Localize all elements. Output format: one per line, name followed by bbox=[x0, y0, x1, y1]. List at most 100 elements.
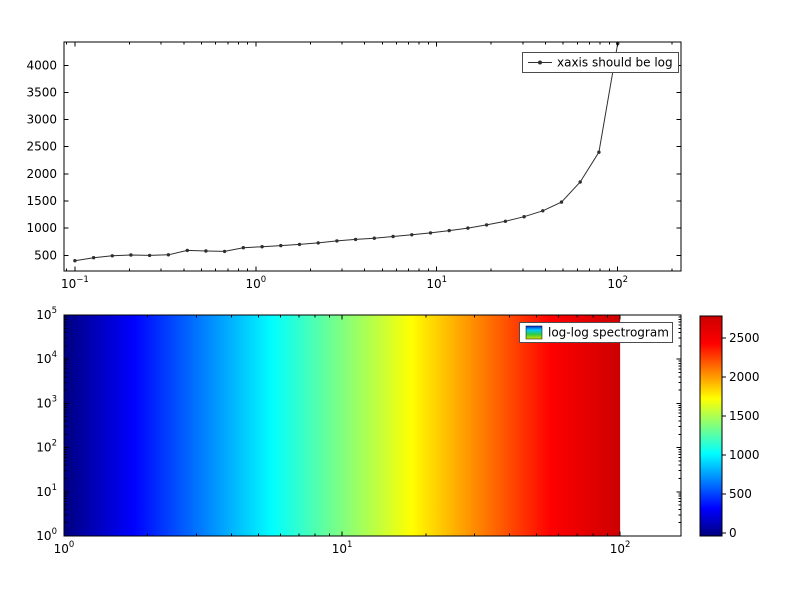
data-point-marker bbox=[335, 239, 339, 243]
data-point-marker bbox=[147, 253, 152, 258]
tick-exponent: 10 bbox=[607, 277, 622, 291]
data-point-marker bbox=[279, 243, 283, 248]
y-tick-label: 3000 bbox=[26, 113, 57, 127]
data-point-marker bbox=[391, 234, 395, 239]
legend-label: xaxis should be log bbox=[557, 56, 673, 70]
data-point-marker bbox=[372, 236, 376, 240]
tick-exponent: 10 bbox=[36, 529, 51, 543]
tick-exponent: −1 bbox=[76, 275, 89, 285]
colorbar: 0 500 1000 1500 2000 2500 bbox=[699, 315, 760, 540]
y-tick-label: 2000 bbox=[26, 167, 57, 181]
data-point-marker bbox=[297, 242, 302, 247]
tick-exponent: 10 bbox=[36, 352, 51, 366]
data-point-marker bbox=[447, 228, 451, 233]
data-point-marker bbox=[241, 246, 245, 250]
legend-label: log-log spectrogram bbox=[548, 326, 669, 340]
y-tick-label: 103 bbox=[36, 394, 57, 410]
colorbar-frame bbox=[699, 315, 723, 537]
data-point-marker bbox=[110, 254, 115, 258]
x-tick-label: 100 bbox=[54, 540, 75, 556]
tick-exponent: 2 bbox=[52, 439, 57, 449]
x-tick-label: 102 bbox=[607, 275, 628, 291]
data-point-marker bbox=[129, 253, 133, 257]
tick-exponent: 10 bbox=[36, 485, 51, 499]
tick-exponent: 10 bbox=[36, 441, 51, 455]
tick-exponent: 10 bbox=[61, 277, 76, 291]
top-plot-background bbox=[64, 42, 681, 271]
y-tick-label: 100 bbox=[36, 527, 57, 543]
y-tick-label: 105 bbox=[36, 306, 57, 322]
tick-exponent: 10 bbox=[36, 396, 51, 410]
x-tick-label: 102 bbox=[610, 540, 631, 556]
data-point-marker bbox=[559, 200, 564, 204]
data-point-marker bbox=[91, 256, 96, 260]
data-point-marker bbox=[522, 215, 526, 219]
x-tick-label: 10−1 bbox=[61, 275, 89, 291]
tick-exponent: 4 bbox=[52, 350, 57, 360]
data-point-marker bbox=[260, 245, 264, 249]
tick-exponent: 10 bbox=[426, 277, 441, 291]
data-point-marker bbox=[73, 259, 77, 263]
legend-marker-sample bbox=[538, 60, 542, 65]
data-point-marker bbox=[353, 237, 358, 242]
legend-box bbox=[522, 52, 679, 73]
tick-exponent: 2 bbox=[625, 540, 630, 550]
tick-exponent: 1 bbox=[442, 275, 447, 285]
data-point-marker bbox=[597, 150, 601, 154]
top-legend: xaxis should be log bbox=[522, 52, 679, 73]
tick-exponent: 0 bbox=[52, 527, 57, 537]
colorbar-tick-label: 1500 bbox=[729, 409, 760, 423]
tick-exponent: 3 bbox=[52, 394, 57, 404]
y-tick-label: 500 bbox=[34, 248, 57, 262]
y-tick-label: 102 bbox=[36, 439, 57, 455]
spectrogram-mesh bbox=[64, 315, 621, 536]
tick-exponent: 0 bbox=[69, 540, 74, 550]
tick-exponent: 5 bbox=[52, 306, 57, 316]
data-point-marker bbox=[578, 180, 582, 184]
colorbar-tick-label: 2000 bbox=[729, 370, 760, 384]
y-tick-label: 2500 bbox=[26, 140, 57, 154]
tick-exponent: 10 bbox=[245, 277, 260, 291]
data-point-marker bbox=[166, 253, 171, 257]
y-tick-label: 1500 bbox=[26, 194, 57, 208]
bottom-axes-frame bbox=[63, 314, 682, 537]
tick-exponent: 2 bbox=[623, 275, 628, 285]
data-point-marker bbox=[204, 249, 208, 253]
x-tick-label: 100 bbox=[245, 275, 266, 291]
x-tick-label: 101 bbox=[426, 275, 447, 291]
line-series bbox=[74, 43, 619, 262]
bottom-legend: log-log spectrogram bbox=[519, 322, 673, 343]
colormap-patch-icon bbox=[525, 325, 543, 340]
x-tick-label: 101 bbox=[332, 540, 353, 556]
data-point-marker bbox=[410, 233, 414, 237]
tick-exponent: 10 bbox=[332, 542, 347, 556]
y-tick-label: 104 bbox=[36, 350, 57, 366]
data-point-marker bbox=[428, 231, 433, 235]
tick-exponent: 10 bbox=[36, 308, 51, 322]
y-tick-label: 101 bbox=[36, 483, 57, 499]
colorbar-gradient bbox=[700, 316, 722, 536]
tick-exponent: 10 bbox=[610, 542, 625, 556]
data-point-marker bbox=[541, 209, 545, 213]
data-point-marker bbox=[222, 249, 227, 254]
colorbar-tick-label: 1000 bbox=[729, 448, 760, 462]
data-point-marker bbox=[503, 219, 508, 223]
colorbar-tick-label: 500 bbox=[729, 487, 752, 501]
top-plot: 10−1 100 101 102500100015002000250030003500… bbox=[26, 41, 682, 291]
data-point-marker bbox=[484, 223, 489, 227]
y-tick-label: 1000 bbox=[26, 221, 57, 235]
colorbar-tick-label: 2500 bbox=[729, 331, 760, 345]
top-axes-frame bbox=[63, 41, 682, 272]
tick-exponent: 1 bbox=[347, 540, 352, 550]
legend-box bbox=[519, 322, 673, 343]
y-tick-label: 3500 bbox=[26, 85, 57, 99]
data-point-marker bbox=[466, 226, 470, 230]
y-tick-label: 4000 bbox=[26, 58, 57, 72]
tick-exponent: 0 bbox=[261, 275, 266, 285]
tick-exponent: 1 bbox=[52, 483, 57, 493]
tick-exponent: 10 bbox=[54, 542, 69, 556]
colorbar-tick-label: 0 bbox=[729, 526, 737, 540]
